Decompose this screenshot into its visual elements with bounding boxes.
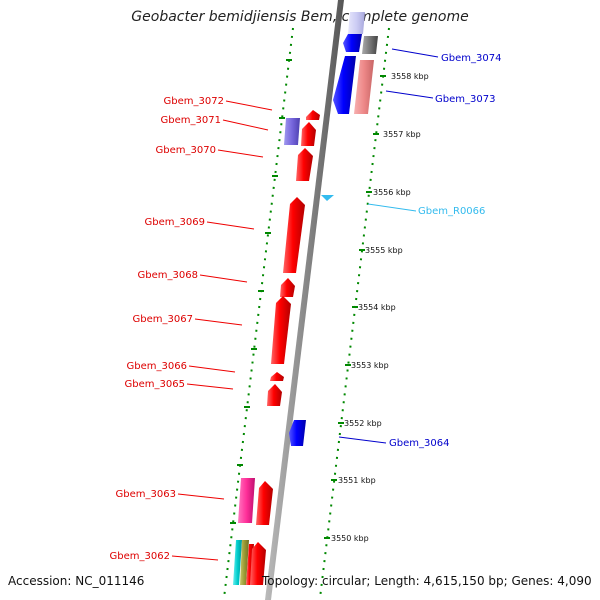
- gene-label-3064[interactable]: Gbem_3064: [389, 438, 449, 449]
- gene-3064-arrow[interactable]: [289, 420, 306, 446]
- gene-3068-arrow[interactable]: [280, 278, 295, 297]
- genome-backbone: [265, 0, 344, 600]
- leader-R0066: [367, 203, 417, 212]
- gene-R0066-marker[interactable]: [321, 195, 334, 201]
- gene-3072-arrow[interactable]: [306, 110, 320, 120]
- gene-3071-arrow[interactable]: [301, 122, 316, 146]
- gene-label-3066[interactable]: Gbem_3066: [127, 361, 187, 372]
- gene-3074-grey-block[interactable]: [362, 36, 378, 54]
- genome-info-text: Topology: circular; Length: 4,615,150 bp…: [262, 574, 592, 588]
- kbp-label-3551: 3551 kbp: [338, 476, 376, 485]
- gene-label-3074[interactable]: Gbem_3074: [441, 53, 501, 64]
- gene-3063-arrow[interactable]: [256, 481, 273, 525]
- gene-3065-arrow[interactable]: [267, 384, 282, 406]
- gene-label-3071[interactable]: Gbem_3071: [161, 115, 221, 126]
- gene-label-3063[interactable]: Gbem_3063: [116, 489, 176, 500]
- kbp-label-3557: 3557 kbp: [383, 130, 421, 139]
- kbp-label-3558: 3558 kbp: [391, 72, 429, 81]
- accession-text: Accession: NC_011146: [8, 574, 145, 588]
- gene-label-3073[interactable]: Gbem_3073: [435, 94, 495, 105]
- gene-3062-teal-block[interactable]: [233, 540, 242, 585]
- left-gene-labels: Gbem_3072 Gbem_3071 Gbem_3070 Gbem_3069 …: [110, 96, 224, 562]
- kbp-label-3554: 3554 kbp: [358, 303, 396, 312]
- right-major-ticks: [324, 75, 386, 539]
- kbp-label-3556: 3556 kbp: [373, 188, 411, 197]
- gene-3070-arrow[interactable]: [296, 148, 313, 181]
- leader-3074: [391, 48, 439, 58]
- gene-3066-arrow[interactable]: [270, 372, 284, 381]
- gene-3073-light-red-block[interactable]: [354, 60, 374, 114]
- kbp-label-3555: 3555 kbp: [365, 246, 403, 255]
- gene-label-3070[interactable]: Gbem_3070: [156, 145, 216, 156]
- gene-label-3067[interactable]: Gbem_3067: [133, 314, 193, 325]
- gene-label-3069[interactable]: Gbem_3069: [145, 217, 205, 228]
- gene-3073-arrow[interactable]: [333, 56, 356, 114]
- gene-label-R0066[interactable]: Gbem_R0066: [418, 206, 485, 217]
- gene-3074-arrow[interactable]: [343, 34, 362, 52]
- kbp-scale-labels: 3558 kbp 3557 kbp 3556 kbp 3555 kbp 3554…: [331, 72, 429, 543]
- gene-3063-pink-block[interactable]: [238, 478, 255, 523]
- gene-label-3072[interactable]: Gbem_3072: [164, 96, 224, 107]
- gene-label-3068[interactable]: Gbem_3068: [138, 270, 198, 281]
- gene-3067-arrow[interactable]: [271, 296, 291, 364]
- left-major-ticks: [230, 59, 292, 524]
- gene-3062-olive-block[interactable]: [240, 540, 249, 585]
- gene-3062-arrow[interactable]: [250, 542, 266, 585]
- left-leader-lines: [171, 100, 273, 561]
- gene-3069-arrow[interactable]: [283, 197, 305, 273]
- leader-3064: [338, 436, 387, 444]
- gene-label-3065[interactable]: Gbem_3065: [125, 379, 185, 390]
- kbp-label-3553: 3553 kbp: [351, 361, 389, 370]
- gene-3071-purple-block[interactable]: [284, 118, 300, 145]
- genome-title: Geobacter bemidjiensis Bem, complete gen…: [131, 9, 469, 25]
- gene-label-3062[interactable]: Gbem_3062: [110, 551, 170, 562]
- leader-3073: [385, 90, 434, 99]
- kbp-label-3552: 3552 kbp: [344, 419, 382, 428]
- kbp-label-3550: 3550 kbp: [331, 534, 369, 543]
- gene-3074-lavender-block[interactable]: [348, 12, 365, 34]
